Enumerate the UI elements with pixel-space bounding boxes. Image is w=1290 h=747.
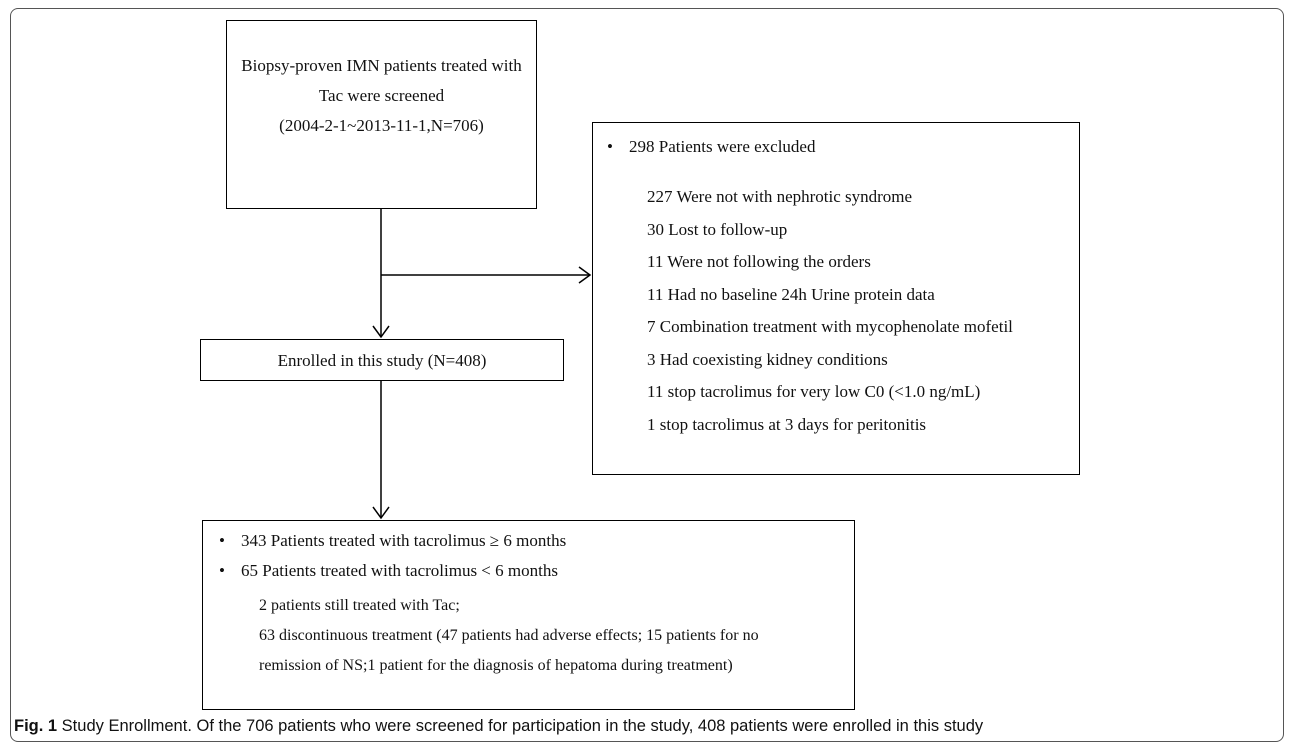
exclusion-item: 11 Were not following the orders (647, 252, 871, 271)
figure-frame (10, 8, 1284, 742)
exclusion-box: • 298 Patients were excluded 227 Were not… (592, 122, 1080, 475)
exclusion-item: 7 Combination treatment with mycophenola… (647, 317, 1013, 336)
arrowhead-outcome (372, 506, 390, 520)
bullet: • (607, 137, 613, 156)
outcome-bullet-1-text: 343 Patients treated with tacrolimus ≥ 6… (241, 531, 567, 550)
exclusion-item: 11 Had no baseline 24h Urine protein dat… (647, 284, 935, 304)
exclusion-item: 1 stop tacrolimus at 3 days for peritoni… (647, 414, 927, 434)
screening-line-1: Biopsy-proven IMN patients treated with (241, 56, 522, 75)
outcome-bullet-2: • 65 Patients treated with tacrolimus < 6… (219, 561, 558, 581)
outcome-sub-line: remission of NS;1 patient for the diagno… (259, 657, 733, 674)
exclusion-item: 3 Had coexisting kidney conditions (647, 349, 888, 369)
screening-line-3: (2004-2-1~2013-11-1,N=706) (279, 116, 484, 135)
arrowhead-exclusion (578, 266, 592, 284)
exclusion-header-text: 298 Patients were excluded (629, 137, 816, 156)
arrowhead-enroll (372, 325, 390, 339)
outcome-bullet-2-text: 65 Patients treated with tacrolimus < 6 … (241, 561, 558, 580)
figure-caption: Fig. 1 Study Enrollment. Of the 706 pati… (14, 717, 983, 736)
exclusion-item: 30 Lost to follow-up (647, 219, 788, 239)
enrolled-text: Enrolled in this study (N=408) (277, 351, 487, 370)
exclusion-item: 11 stop tacrolimus for very low C0 (<1.0… (647, 382, 981, 401)
caption-label: Fig. 1 (14, 717, 58, 735)
enrolled-box: Enrolled in this study (N=408) (200, 339, 564, 381)
outcome-sub-line: 63 discontinuous treatment (47 patients … (259, 627, 759, 644)
exclusion-item: 227 Were not with nephrotic syndrome (647, 187, 913, 206)
bullet: • (219, 561, 225, 580)
exclusion-header: • 298 Patients were excluded (607, 137, 815, 157)
outcome-box: • 343 Patients treated with tacrolimus ≥ … (202, 520, 855, 710)
bullet: • (219, 531, 225, 550)
screening-line-2: Tac were screened (318, 86, 445, 105)
outcome-bullet-1: • 343 Patients treated with tacrolimus ≥ … (219, 531, 566, 551)
caption-text: Study Enrollment. Of the 706 patients wh… (57, 717, 984, 735)
outcome-sub-line: 2 patients still treated with Tac; (259, 597, 460, 614)
screening-box: Biopsy-proven IMN patients treated with … (226, 20, 537, 209)
